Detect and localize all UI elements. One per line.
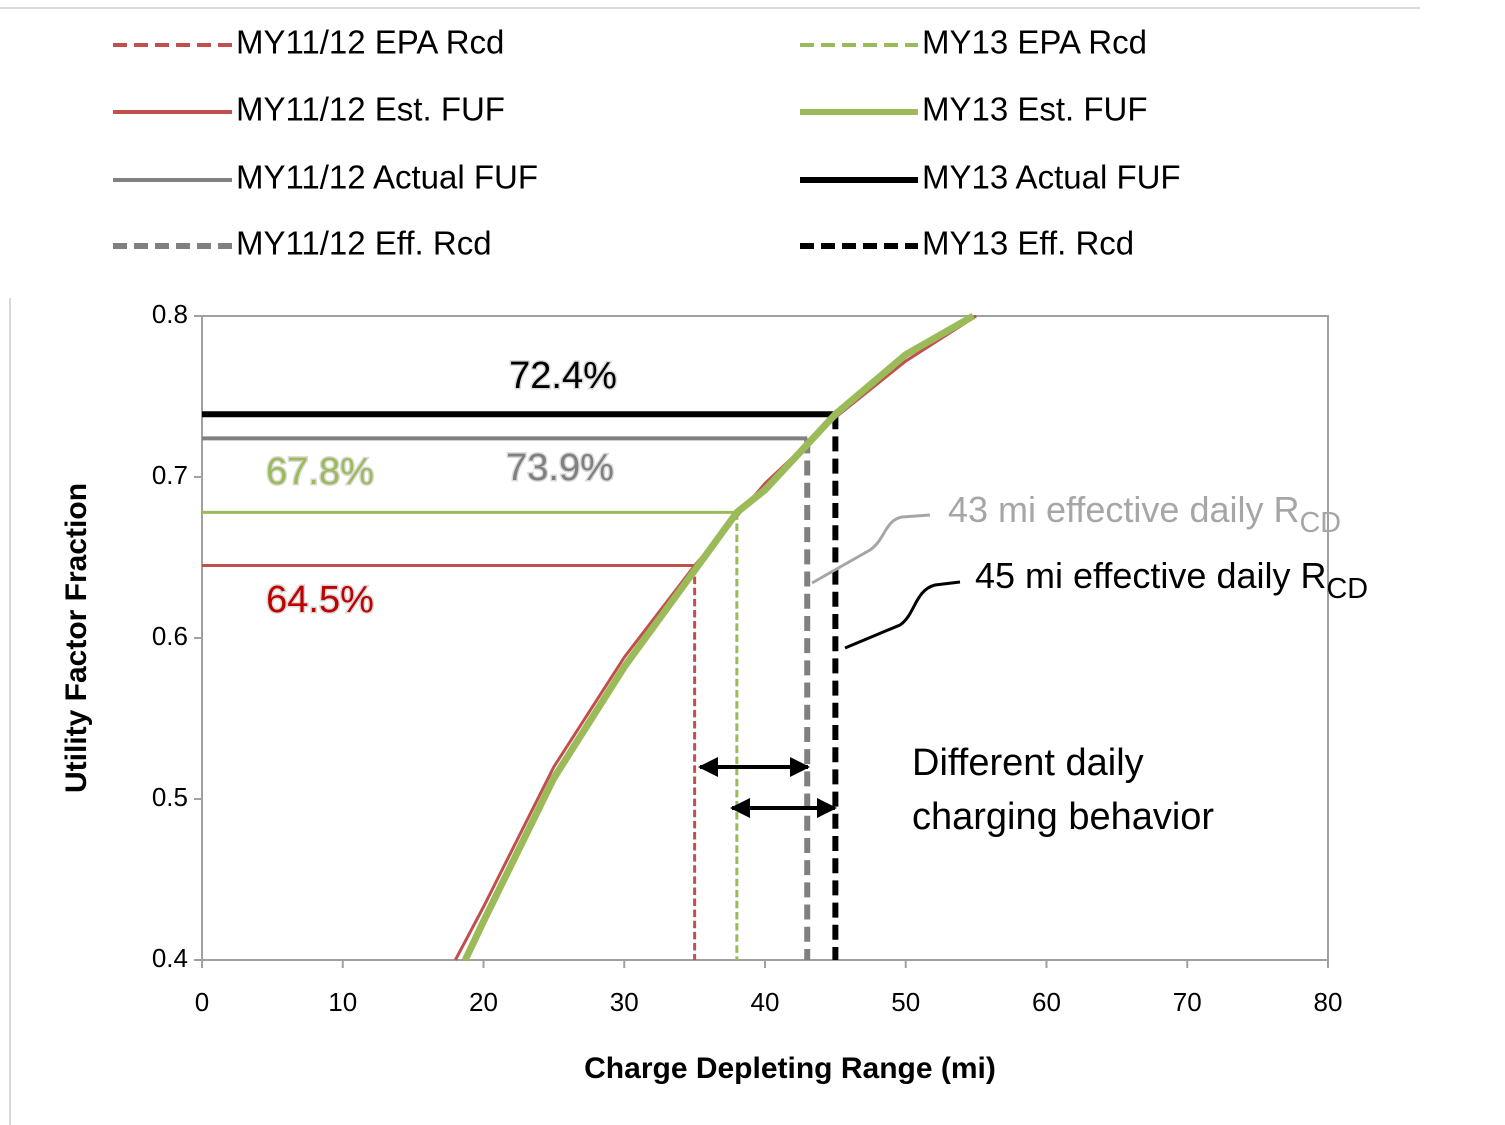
legend-label: MY11/12 EPA Rcd bbox=[236, 24, 504, 61]
annotation-text: 67.8% bbox=[266, 451, 374, 493]
annotation: Different daily bbox=[912, 742, 1144, 784]
x-axis-label: Charge Depleting Range (mi) bbox=[584, 1052, 996, 1085]
legend-label: MY13 Est. FUF bbox=[922, 91, 1148, 128]
annotation: 64.5% bbox=[266, 579, 374, 621]
leader bbox=[811, 513, 931, 585]
legend-label: MY13 Actual FUF bbox=[922, 159, 1181, 196]
x-tick-label: 30 bbox=[610, 987, 639, 1017]
annotation-text: 64.5% bbox=[266, 579, 374, 621]
annotation-text: 72.4% bbox=[509, 355, 617, 397]
x-tick-label: 0 bbox=[195, 987, 209, 1017]
y-tick-label: 0.8 bbox=[152, 299, 188, 329]
legend-label: MY13 EPA Rcd bbox=[922, 24, 1147, 61]
x-tick-label: 60 bbox=[1032, 987, 1061, 1017]
x-tick-label: 40 bbox=[751, 987, 780, 1017]
legend-label: MY11/12 Eff. Rcd bbox=[236, 225, 492, 262]
x-tick-label: 10 bbox=[328, 987, 357, 1017]
y-tick-label: 0.7 bbox=[152, 460, 188, 490]
legend-label: MY11/12 Actual FUF bbox=[236, 159, 538, 196]
leader bbox=[844, 580, 961, 650]
annotation: 45 mi effective daily RCD bbox=[975, 555, 1368, 605]
annotation-subscript: CD bbox=[1327, 573, 1369, 605]
x-tick-label: 70 bbox=[1173, 987, 1202, 1017]
legend-label: MY11/12 Est. FUF bbox=[236, 91, 505, 128]
legend-label: MY13 Eff. Rcd bbox=[922, 225, 1134, 262]
y-tick-label: 0.5 bbox=[152, 782, 188, 812]
annotation-text: 43 mi effective daily R bbox=[948, 489, 1300, 530]
y-axis-label: Utility Factor Fraction bbox=[60, 483, 93, 793]
x-tick-label: 20 bbox=[469, 987, 498, 1017]
annotation-subscript: CD bbox=[1300, 507, 1342, 539]
y-tick-label: 0.4 bbox=[152, 943, 188, 973]
annotation-text: 73.9% bbox=[506, 447, 614, 489]
x-tick-label: 50 bbox=[891, 987, 920, 1017]
y-tick-label: 0.6 bbox=[152, 621, 188, 651]
annotation: charging behavior bbox=[912, 796, 1214, 838]
annotation: 73.9% bbox=[506, 447, 614, 489]
annotation: 72.4% bbox=[509, 355, 617, 397]
series-line bbox=[462, 312, 976, 962]
annotation: 43 mi effective daily RCD bbox=[948, 489, 1341, 539]
annotation-text: 45 mi effective daily R bbox=[975, 555, 1327, 596]
annotation: 67.8% bbox=[266, 451, 374, 493]
x-tick-label: 80 bbox=[1314, 987, 1343, 1017]
